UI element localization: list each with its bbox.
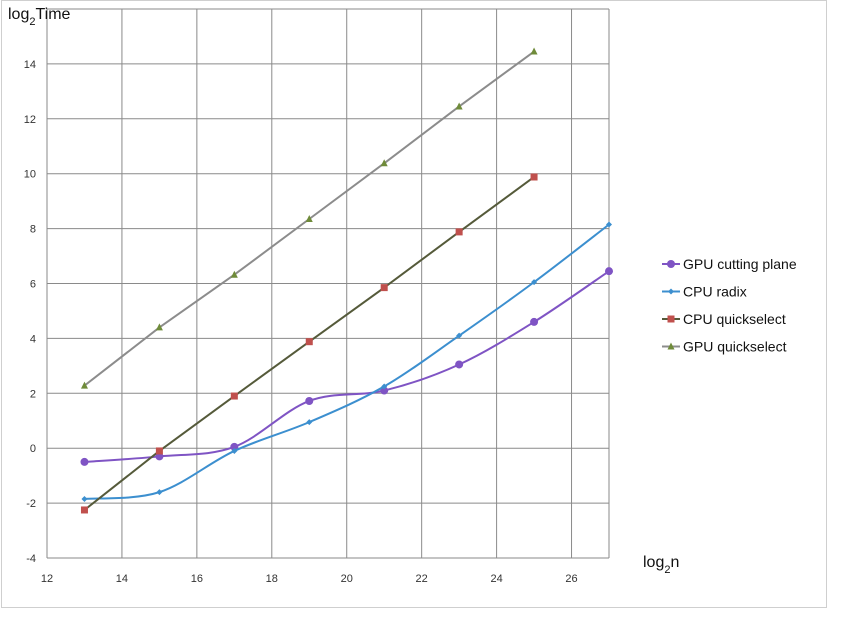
legend-item-cpu-radix: CPU radix <box>662 284 747 300</box>
legend-swatch-marker <box>668 288 674 295</box>
legend-label: CPU radix <box>683 284 747 300</box>
series-cpu-radix <box>81 221 612 502</box>
data-point-cpu-radix <box>156 489 163 496</box>
y-tick-label: 2 <box>30 388 36 400</box>
data-point-cpu-quickselect <box>80 506 88 514</box>
series-layer <box>80 47 613 514</box>
data-point-cpu-quickselect <box>455 228 463 236</box>
legend: GPU cutting plane CPU radix CPU quickselec… <box>662 256 797 355</box>
data-point-cpu-radix <box>231 447 238 454</box>
data-point-cpu-quickselect <box>305 338 313 346</box>
data-point-cpu-radix <box>456 332 463 339</box>
data-point-gpu-quickselect <box>80 381 88 389</box>
data-point-gpu-cutting-plane <box>605 267 613 276</box>
data-point-cpu-radix <box>306 419 313 426</box>
x-tick-label: 12 <box>41 573 53 585</box>
y-tick-label: 12 <box>24 114 36 126</box>
chart-frame <box>1 0 827 608</box>
data-point-cpu-radix <box>606 221 612 228</box>
grid-layer <box>46 8 610 559</box>
y-tick-label: 10 <box>24 169 36 181</box>
legend-swatch-marker <box>667 260 675 268</box>
y-axis-title: log2Time <box>8 6 71 28</box>
x-tick-label: 16 <box>191 573 203 585</box>
data-point-gpu-quickselect <box>530 47 538 55</box>
y-tick-label: 8 <box>30 224 36 236</box>
data-point-gpu-quickselect <box>155 323 163 331</box>
data-point-gpu-cutting-plane <box>455 360 464 369</box>
legend-item-gpu-quickselect: GPU quickselect <box>662 339 787 355</box>
legend-item-gpu-cutting-plane: GPU cutting plane <box>662 256 797 272</box>
series-cpu-quickselect <box>80 173 538 514</box>
data-point-cpu-quickselect <box>380 284 388 292</box>
legend-label: CPU quickselect <box>683 311 786 327</box>
x-tick-label: 24 <box>490 573 502 585</box>
series-line-cpu-radix <box>84 223 610 500</box>
data-point-cpu-quickselect <box>230 392 238 400</box>
legend-swatch-marker <box>667 342 675 350</box>
y-tick-label: -4 <box>26 553 36 565</box>
data-point-gpu-cutting-plane <box>305 396 314 405</box>
data-point-cpu-radix <box>81 495 88 502</box>
data-point-gpu-quickselect <box>380 159 388 167</box>
y-tick-label: 0 <box>30 443 36 455</box>
legend-item-cpu-quickselect: CPU quickselect <box>662 311 786 327</box>
data-point-gpu-quickselect <box>455 102 463 110</box>
y-tick-label: 6 <box>30 279 36 291</box>
data-point-cpu-quickselect <box>530 173 538 181</box>
x-tick-label: 20 <box>341 573 353 585</box>
series-gpu-quickselect <box>80 47 538 389</box>
data-point-gpu-cutting-plane <box>230 442 239 451</box>
data-point-cpu-radix <box>531 279 538 286</box>
data-point-gpu-quickselect <box>230 270 238 278</box>
x-tick-label: 14 <box>116 573 128 585</box>
series-gpu-cutting-plane <box>80 267 613 466</box>
legend-label: GPU cutting plane <box>683 256 797 272</box>
data-point-cpu-radix <box>381 383 388 390</box>
data-point-gpu-cutting-plane <box>80 457 89 466</box>
data-point-gpu-quickselect <box>305 214 313 222</box>
y-tick-label: 14 <box>24 59 36 71</box>
y-tick-label: -2 <box>26 498 36 510</box>
x-axis-title: log2n <box>643 554 679 576</box>
data-point-gpu-cutting-plane <box>530 317 539 326</box>
legend-label: GPU quickselect <box>683 339 787 355</box>
x-tick-label: 26 <box>565 573 577 585</box>
x-tick-label: 18 <box>266 573 278 585</box>
legend-swatch-marker <box>667 315 675 323</box>
y-tick-label: 4 <box>30 333 36 345</box>
data-point-cpu-quickselect <box>155 447 163 455</box>
x-tick-label: 22 <box>416 573 428 585</box>
